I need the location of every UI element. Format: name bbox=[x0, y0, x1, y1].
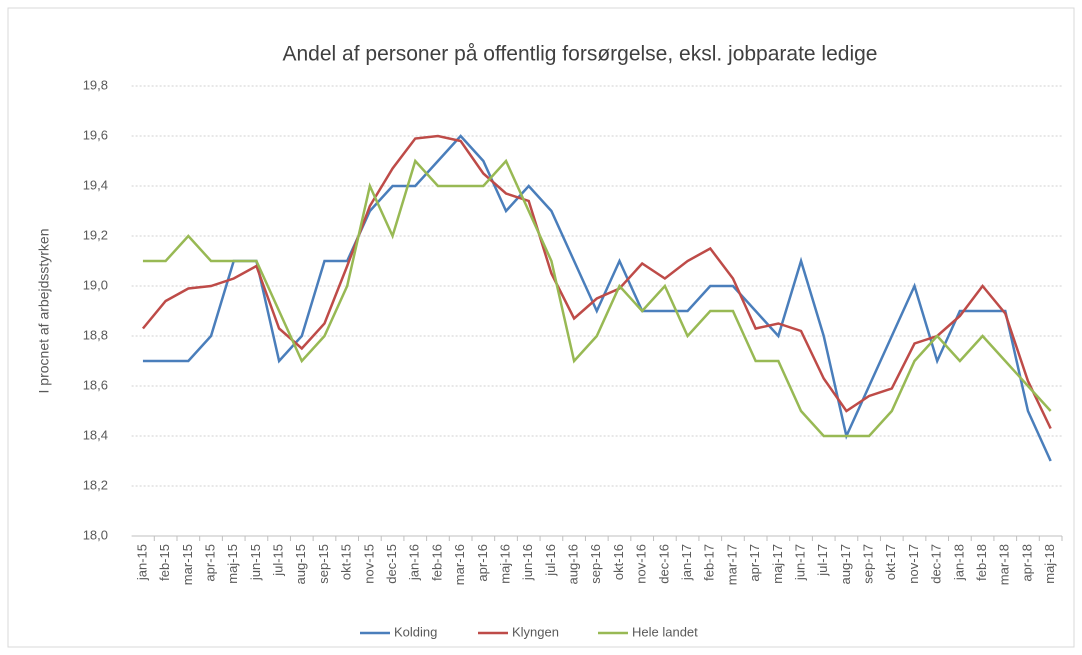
x-tick-label: jun-17 bbox=[792, 544, 807, 581]
x-tick-label: jul-17 bbox=[815, 544, 830, 577]
chart-title: Andel af personer på offentlig forsørgel… bbox=[283, 43, 878, 66]
x-tick-label: maj-15 bbox=[225, 544, 240, 584]
x-tick-label: maj-17 bbox=[770, 544, 785, 584]
x-tick-label: maj-16 bbox=[497, 544, 512, 584]
x-tick-label: jul-16 bbox=[543, 544, 558, 577]
x-tick-label: nov-15 bbox=[361, 544, 376, 584]
x-tick-label: nov-16 bbox=[634, 544, 649, 584]
x-tick-label: nov-17 bbox=[906, 544, 921, 584]
legend-label: Klyngen bbox=[512, 624, 559, 639]
y-tick-label: 18,6 bbox=[83, 377, 108, 392]
x-tick-label: okt-15 bbox=[339, 544, 354, 580]
legend-label: Hele landet bbox=[632, 624, 698, 639]
x-tick-label: aug-16 bbox=[566, 544, 581, 584]
y-tick-label: 18,2 bbox=[83, 477, 108, 492]
y-tick-label: 18,0 bbox=[83, 527, 108, 542]
x-tick-label: aug-15 bbox=[293, 544, 308, 584]
x-tick-label: sep-17 bbox=[861, 544, 876, 584]
series-line bbox=[142, 158, 1052, 438]
x-tick-label: mar-18 bbox=[997, 544, 1012, 585]
x-tick-label: jan-17 bbox=[679, 544, 694, 581]
x-tick-label: dec-16 bbox=[656, 544, 671, 584]
x-tick-label: dec-15 bbox=[384, 544, 399, 584]
y-tick-label: 19,4 bbox=[83, 177, 108, 192]
x-tick-label: apr-16 bbox=[475, 544, 490, 582]
x-tick-label: dec-17 bbox=[929, 544, 944, 584]
x-tick-label: mar-17 bbox=[724, 544, 739, 585]
x-tick-label: maj-18 bbox=[1042, 544, 1057, 584]
y-tick-label: 19,2 bbox=[83, 227, 108, 242]
x-tick-label: jun-16 bbox=[520, 544, 535, 581]
x-tick-label: feb-16 bbox=[429, 544, 444, 581]
x-tick-label: mar-15 bbox=[180, 544, 195, 585]
y-tick-label: 19,0 bbox=[83, 277, 108, 292]
x-tick-label: okt-17 bbox=[883, 544, 898, 580]
x-tick-label: jan-16 bbox=[407, 544, 422, 581]
x-tick-label: aug-17 bbox=[838, 544, 853, 584]
x-tick-label: okt-16 bbox=[611, 544, 626, 580]
x-tick-label: apr-17 bbox=[747, 544, 762, 582]
y-axis-label: I procnet af arbejdsstyrken bbox=[36, 229, 52, 394]
x-tick-label: sep-15 bbox=[316, 544, 331, 584]
x-tick-label: mar-16 bbox=[452, 544, 467, 585]
x-tick-label: apr-18 bbox=[1019, 544, 1034, 582]
x-tick-label: apr-15 bbox=[202, 544, 217, 582]
x-tick-label: feb-17 bbox=[702, 544, 717, 581]
x-tick-label: jan-15 bbox=[134, 544, 149, 581]
x-tick-label: feb-15 bbox=[157, 544, 172, 581]
y-tick-label: 19,8 bbox=[83, 77, 108, 92]
x-tick-label: jan-18 bbox=[951, 544, 966, 581]
x-tick-label: jul-15 bbox=[271, 544, 286, 577]
x-tick-label: feb-18 bbox=[974, 544, 989, 581]
y-tick-label: 18,4 bbox=[83, 427, 108, 442]
y-tick-label: 19,6 bbox=[83, 127, 108, 142]
legend-label: Kolding bbox=[394, 624, 437, 639]
x-tick-label: jun-15 bbox=[248, 544, 263, 581]
x-tick-label: sep-16 bbox=[588, 544, 603, 584]
y-tick-label: 18,8 bbox=[83, 327, 108, 342]
